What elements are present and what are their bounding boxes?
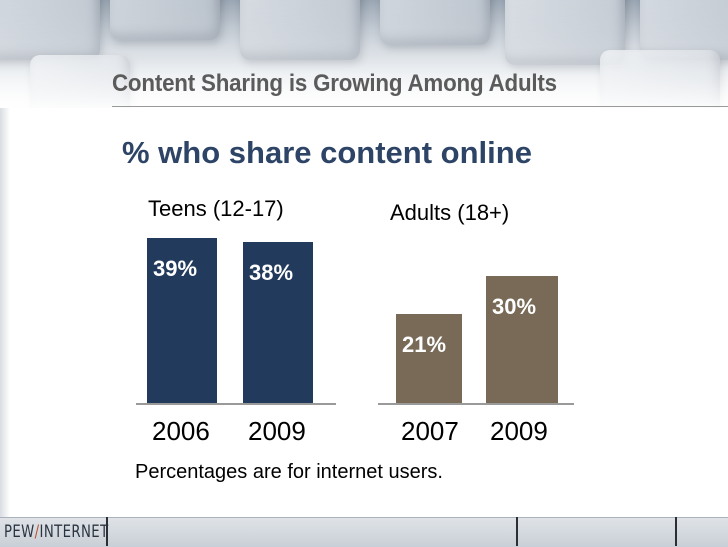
x-tick-label: 2007 (401, 416, 459, 446)
x-tick-label: 2009 (248, 416, 306, 446)
bar-value-label: 39% (153, 256, 198, 281)
adults-baseline (378, 403, 574, 405)
teens-baseline (136, 403, 336, 405)
x-tick-label: 2009 (490, 416, 548, 446)
logo-text-internet: INTERNET (39, 522, 109, 542)
bar-teens-2006 (147, 238, 217, 403)
footer-separator (106, 517, 108, 546)
left-edge-strip (0, 108, 10, 518)
bar-adults-2007 (396, 314, 462, 403)
logo-slash: / (34, 522, 40, 542)
logo-text-pew: PEW (4, 522, 35, 542)
bar-value-label: 30% (492, 294, 537, 320)
x-tick-label: 2006 (152, 416, 210, 446)
group-label-teens: Teens (12-17) (148, 196, 284, 221)
footer-bar (0, 517, 728, 547)
footer-separator (675, 517, 677, 546)
title-divider (112, 106, 728, 107)
group-label-adults: Adults (18+) (390, 200, 510, 225)
bar-teens-2009 (243, 242, 313, 403)
pew-internet-logo: PEW/INTERNET (4, 522, 109, 542)
bar-value-label: 21% (402, 332, 447, 358)
footnote: Percentages are for internet users. (135, 461, 443, 483)
bar-value-label: 38% (249, 260, 294, 286)
chart-title: % who share content online (122, 135, 532, 170)
header-background (0, 0, 728, 108)
footer-separator (516, 517, 518, 546)
bar-adults-2009 (486, 276, 558, 403)
slide-title: Content Sharing is Growing Among Adults (112, 70, 557, 97)
